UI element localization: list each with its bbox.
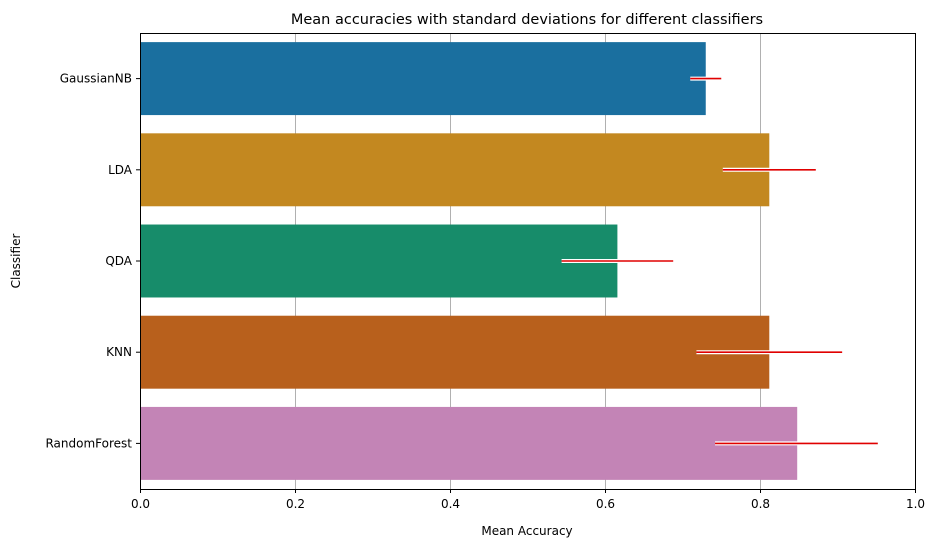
y-tick-label: KNN <box>106 345 132 359</box>
x-tick-label: 0.0 <box>131 497 150 511</box>
x-tick-label: 0.2 <box>286 497 305 511</box>
bar-randomforest <box>140 406 798 480</box>
bar-gaussiannb <box>140 42 706 116</box>
bar-qda <box>140 224 618 298</box>
error-bars <box>561 76 878 446</box>
x-tick-label: 0.4 <box>441 497 460 511</box>
x-tick-label: 1.0 <box>906 497 925 511</box>
x-axis-ticks: 0.0 0.2 0.4 0.6 0.8 1.0 <box>131 489 925 511</box>
bars <box>140 42 798 480</box>
plot-frame <box>140 33 916 490</box>
bar-knn <box>140 315 770 389</box>
y-axis-label: Classifier <box>9 234 23 289</box>
y-tick-label: QDA <box>105 254 132 268</box>
x-tick-label: 0.8 <box>751 497 770 511</box>
x-tick-label: 0.6 <box>596 497 615 511</box>
y-axis-ticks: GaussianNB LDA QDA KNN RandomForest <box>45 72 140 450</box>
bar-lda <box>140 133 770 207</box>
x-axis-label: Mean Accuracy <box>481 524 572 538</box>
y-tick-label: LDA <box>108 163 133 177</box>
y-tick-label: GaussianNB <box>60 72 132 86</box>
chart-title: Mean accuracies with standard deviations… <box>291 12 763 28</box>
y-tick-label: RandomForest <box>45 436 132 450</box>
